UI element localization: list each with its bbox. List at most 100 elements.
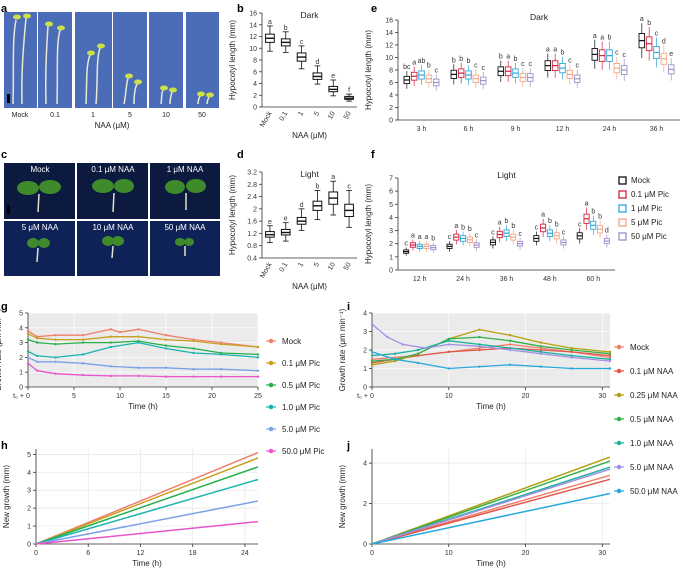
data-point bbox=[109, 345, 113, 349]
sig-letter: c bbox=[622, 52, 626, 59]
sig-letter: e bbox=[669, 51, 673, 58]
legend-marker bbox=[616, 344, 622, 350]
data-point bbox=[164, 344, 168, 347]
sig-letter: a bbox=[331, 174, 335, 181]
legend-swatch bbox=[618, 190, 627, 199]
sig-letter: b bbox=[315, 183, 319, 190]
sig-letter: a bbox=[425, 234, 429, 241]
data-point bbox=[539, 352, 543, 355]
y-tick-label: 12 bbox=[385, 43, 393, 50]
y-tick-label: 12 bbox=[249, 34, 257, 41]
y-tick-label: 0.8 bbox=[247, 243, 257, 250]
box-d-0: e Mock bbox=[259, 219, 275, 279]
data-point bbox=[82, 362, 85, 365]
legend-marker bbox=[268, 338, 274, 344]
sig-letter: b bbox=[647, 20, 651, 27]
sig-letter: c bbox=[568, 57, 572, 64]
box-f-2-4: c bbox=[517, 231, 524, 250]
chart-title-d: Light bbox=[300, 169, 319, 179]
data-point bbox=[570, 346, 573, 350]
data-point bbox=[109, 328, 113, 331]
x-tick-label: 0 bbox=[370, 550, 374, 557]
y-tick-label: 3 bbox=[27, 488, 31, 495]
data-point bbox=[508, 346, 512, 350]
sig-letter: a bbox=[268, 19, 272, 26]
y-axis-g: 0 1 2 3 4 5 Growth rate (μm min⁻¹) bbox=[0, 308, 29, 392]
series-line-j-5 bbox=[371, 468, 611, 545]
y-tick-label: 0.4 bbox=[247, 256, 257, 263]
data-point bbox=[220, 342, 223, 346]
sig-letter: b bbox=[468, 226, 472, 233]
data-point bbox=[478, 343, 481, 346]
x-tick-label: 24 h bbox=[456, 276, 470, 283]
data-point bbox=[608, 356, 612, 359]
y-tick-label: 1 bbox=[363, 366, 367, 373]
data-point bbox=[416, 348, 420, 352]
y-axis-title: Hypocotyl length (mm) bbox=[228, 20, 237, 100]
box-f-0-1: a bbox=[409, 233, 416, 251]
x-tick-label: 5 bbox=[313, 110, 321, 117]
data-point bbox=[539, 350, 543, 354]
sig-letter: a bbox=[418, 234, 422, 241]
x-tick-label: 10 bbox=[445, 393, 453, 400]
data-point bbox=[26, 329, 30, 332]
box-d-4: a 10 bbox=[327, 174, 339, 272]
x-tick-label: 36 h bbox=[500, 276, 514, 283]
sig-letter: bc bbox=[403, 64, 411, 71]
y-tick-label: 4 bbox=[27, 470, 31, 477]
legend-marker bbox=[616, 392, 622, 398]
sig-letter: c bbox=[434, 67, 438, 74]
sig-letter: b bbox=[431, 236, 435, 243]
data-point bbox=[164, 347, 168, 350]
sig-letter: c bbox=[518, 231, 522, 238]
box-f-2-3: b bbox=[510, 223, 517, 245]
data-point bbox=[26, 332, 30, 335]
box-e-5-4: e bbox=[667, 51, 675, 81]
box-f-3-1: a bbox=[540, 212, 547, 238]
data-point bbox=[36, 369, 39, 372]
legend-label: 5 μM Pic bbox=[631, 218, 662, 227]
data-point bbox=[36, 336, 39, 340]
data-point bbox=[539, 365, 543, 368]
y-tick-label: 8 bbox=[253, 58, 257, 65]
y-tick-label: 2 bbox=[363, 348, 367, 355]
x0-label: t₀ + bbox=[13, 393, 24, 400]
y-tick-label: 2 bbox=[253, 93, 257, 100]
data-point bbox=[393, 352, 397, 355]
data-point bbox=[192, 339, 195, 343]
x-tick-label: 6 h bbox=[464, 126, 474, 133]
data-point bbox=[82, 353, 85, 356]
x-axis-title-d: NAA (μM) bbox=[292, 282, 327, 291]
sig-letter: d bbox=[315, 59, 319, 66]
box-e-0-2: ab bbox=[418, 58, 425, 85]
x-tick-label: 0.1 bbox=[279, 261, 290, 273]
data-point bbox=[393, 359, 397, 363]
data-point bbox=[508, 343, 512, 346]
series-line-g-5 bbox=[27, 362, 258, 378]
x-tick-label: 30 bbox=[598, 550, 606, 557]
sig-letter: b bbox=[548, 218, 552, 225]
legend-marker bbox=[616, 440, 622, 446]
x-tick-label: 0 bbox=[370, 393, 374, 400]
sig-letter: b bbox=[511, 223, 515, 230]
y-tick-label: 1 bbox=[27, 524, 31, 531]
box-f-3-3: b bbox=[553, 221, 560, 244]
panel-letter-j: j bbox=[346, 440, 350, 452]
box-e-2-2: b bbox=[512, 56, 519, 84]
x-tick-label: 24 h bbox=[603, 126, 617, 133]
y-tick-label: 16 bbox=[249, 11, 257, 18]
box-d-2: d1 bbox=[296, 202, 307, 268]
seedling-photo-mock bbox=[4, 12, 37, 108]
legend-label: 50 μM Pic bbox=[631, 232, 667, 241]
chart-title-b: Dark bbox=[301, 10, 320, 20]
box-f-0-2: a bbox=[416, 234, 423, 252]
data-point bbox=[478, 328, 481, 331]
box-e-5-0: a bbox=[638, 16, 646, 59]
c-label-2: 1 μM NAA bbox=[167, 165, 204, 174]
data-point bbox=[508, 363, 512, 366]
sig-letter: b bbox=[561, 50, 565, 57]
seedling-photo-c-1 bbox=[150, 163, 220, 219]
y-tick-label: 2 bbox=[363, 501, 367, 508]
data-point bbox=[220, 375, 223, 378]
x-tick-label: 0.1 bbox=[279, 110, 290, 122]
